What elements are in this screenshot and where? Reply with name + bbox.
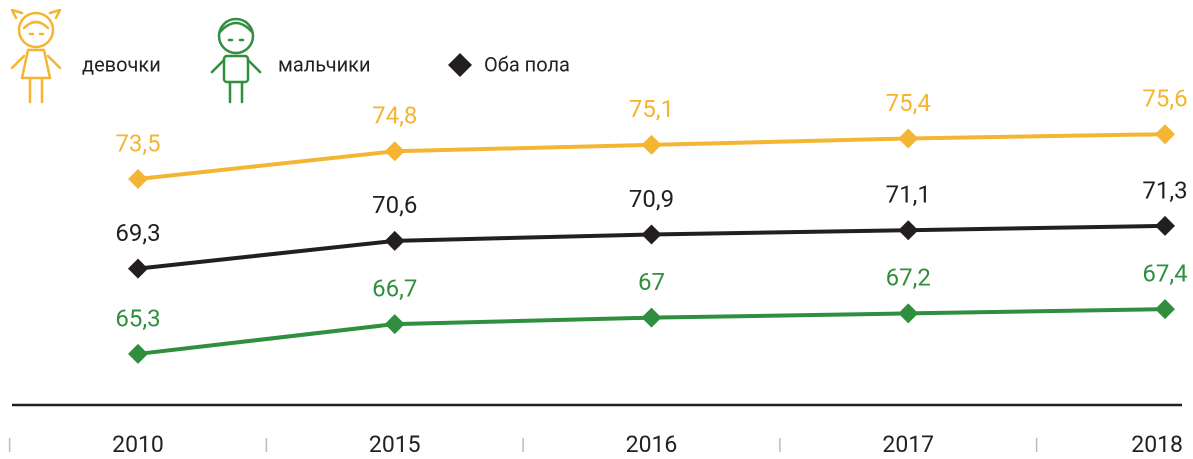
data-label: 67,4 bbox=[1142, 259, 1187, 287]
data-label: 75,4 bbox=[886, 89, 931, 117]
point-marker bbox=[384, 314, 405, 335]
legend-label: Оба пола bbox=[484, 52, 570, 76]
data-label: 73,5 bbox=[115, 129, 160, 157]
point-marker bbox=[641, 224, 662, 245]
x-tick-label: 2017 bbox=[882, 431, 934, 458]
point-marker bbox=[641, 134, 662, 155]
x-tick-label: 2016 bbox=[626, 431, 678, 458]
legend-icon-boy bbox=[210, 17, 262, 104]
data-label: 71,3 bbox=[1142, 176, 1187, 204]
legend-label: мальчики bbox=[278, 52, 371, 76]
point-marker bbox=[128, 343, 148, 364]
point-marker bbox=[128, 169, 148, 189]
point-marker bbox=[1155, 124, 1175, 145]
point-marker bbox=[898, 128, 919, 149]
data-label: 67 bbox=[638, 268, 665, 296]
legend-icon-girl bbox=[10, 8, 62, 104]
legend-label: девочки bbox=[82, 52, 161, 76]
data-label: 70,6 bbox=[372, 191, 417, 219]
point-marker bbox=[898, 220, 919, 241]
data-label: 65,3 bbox=[115, 304, 160, 332]
point-marker bbox=[641, 307, 662, 328]
point-marker bbox=[1155, 215, 1175, 236]
point-marker bbox=[384, 230, 405, 251]
data-label: 75,6 bbox=[1142, 85, 1187, 113]
data-label: 74,8 bbox=[372, 102, 417, 130]
point-marker bbox=[128, 258, 148, 279]
x-tick-label: 2015 bbox=[369, 431, 421, 458]
data-label: 66,7 bbox=[372, 274, 417, 302]
data-label: 75,1 bbox=[629, 95, 674, 123]
x-tick-label: 2010 bbox=[112, 431, 164, 458]
data-label: 70,9 bbox=[629, 185, 674, 213]
data-label: 67,2 bbox=[886, 264, 931, 292]
data-label: 71,1 bbox=[886, 181, 931, 209]
data-label: 69,3 bbox=[115, 219, 160, 247]
point-marker bbox=[384, 141, 405, 162]
point-marker bbox=[898, 303, 919, 324]
x-tick-label: 2018 bbox=[1131, 431, 1183, 458]
legend-marker bbox=[448, 53, 472, 77]
point-marker bbox=[1155, 299, 1175, 320]
